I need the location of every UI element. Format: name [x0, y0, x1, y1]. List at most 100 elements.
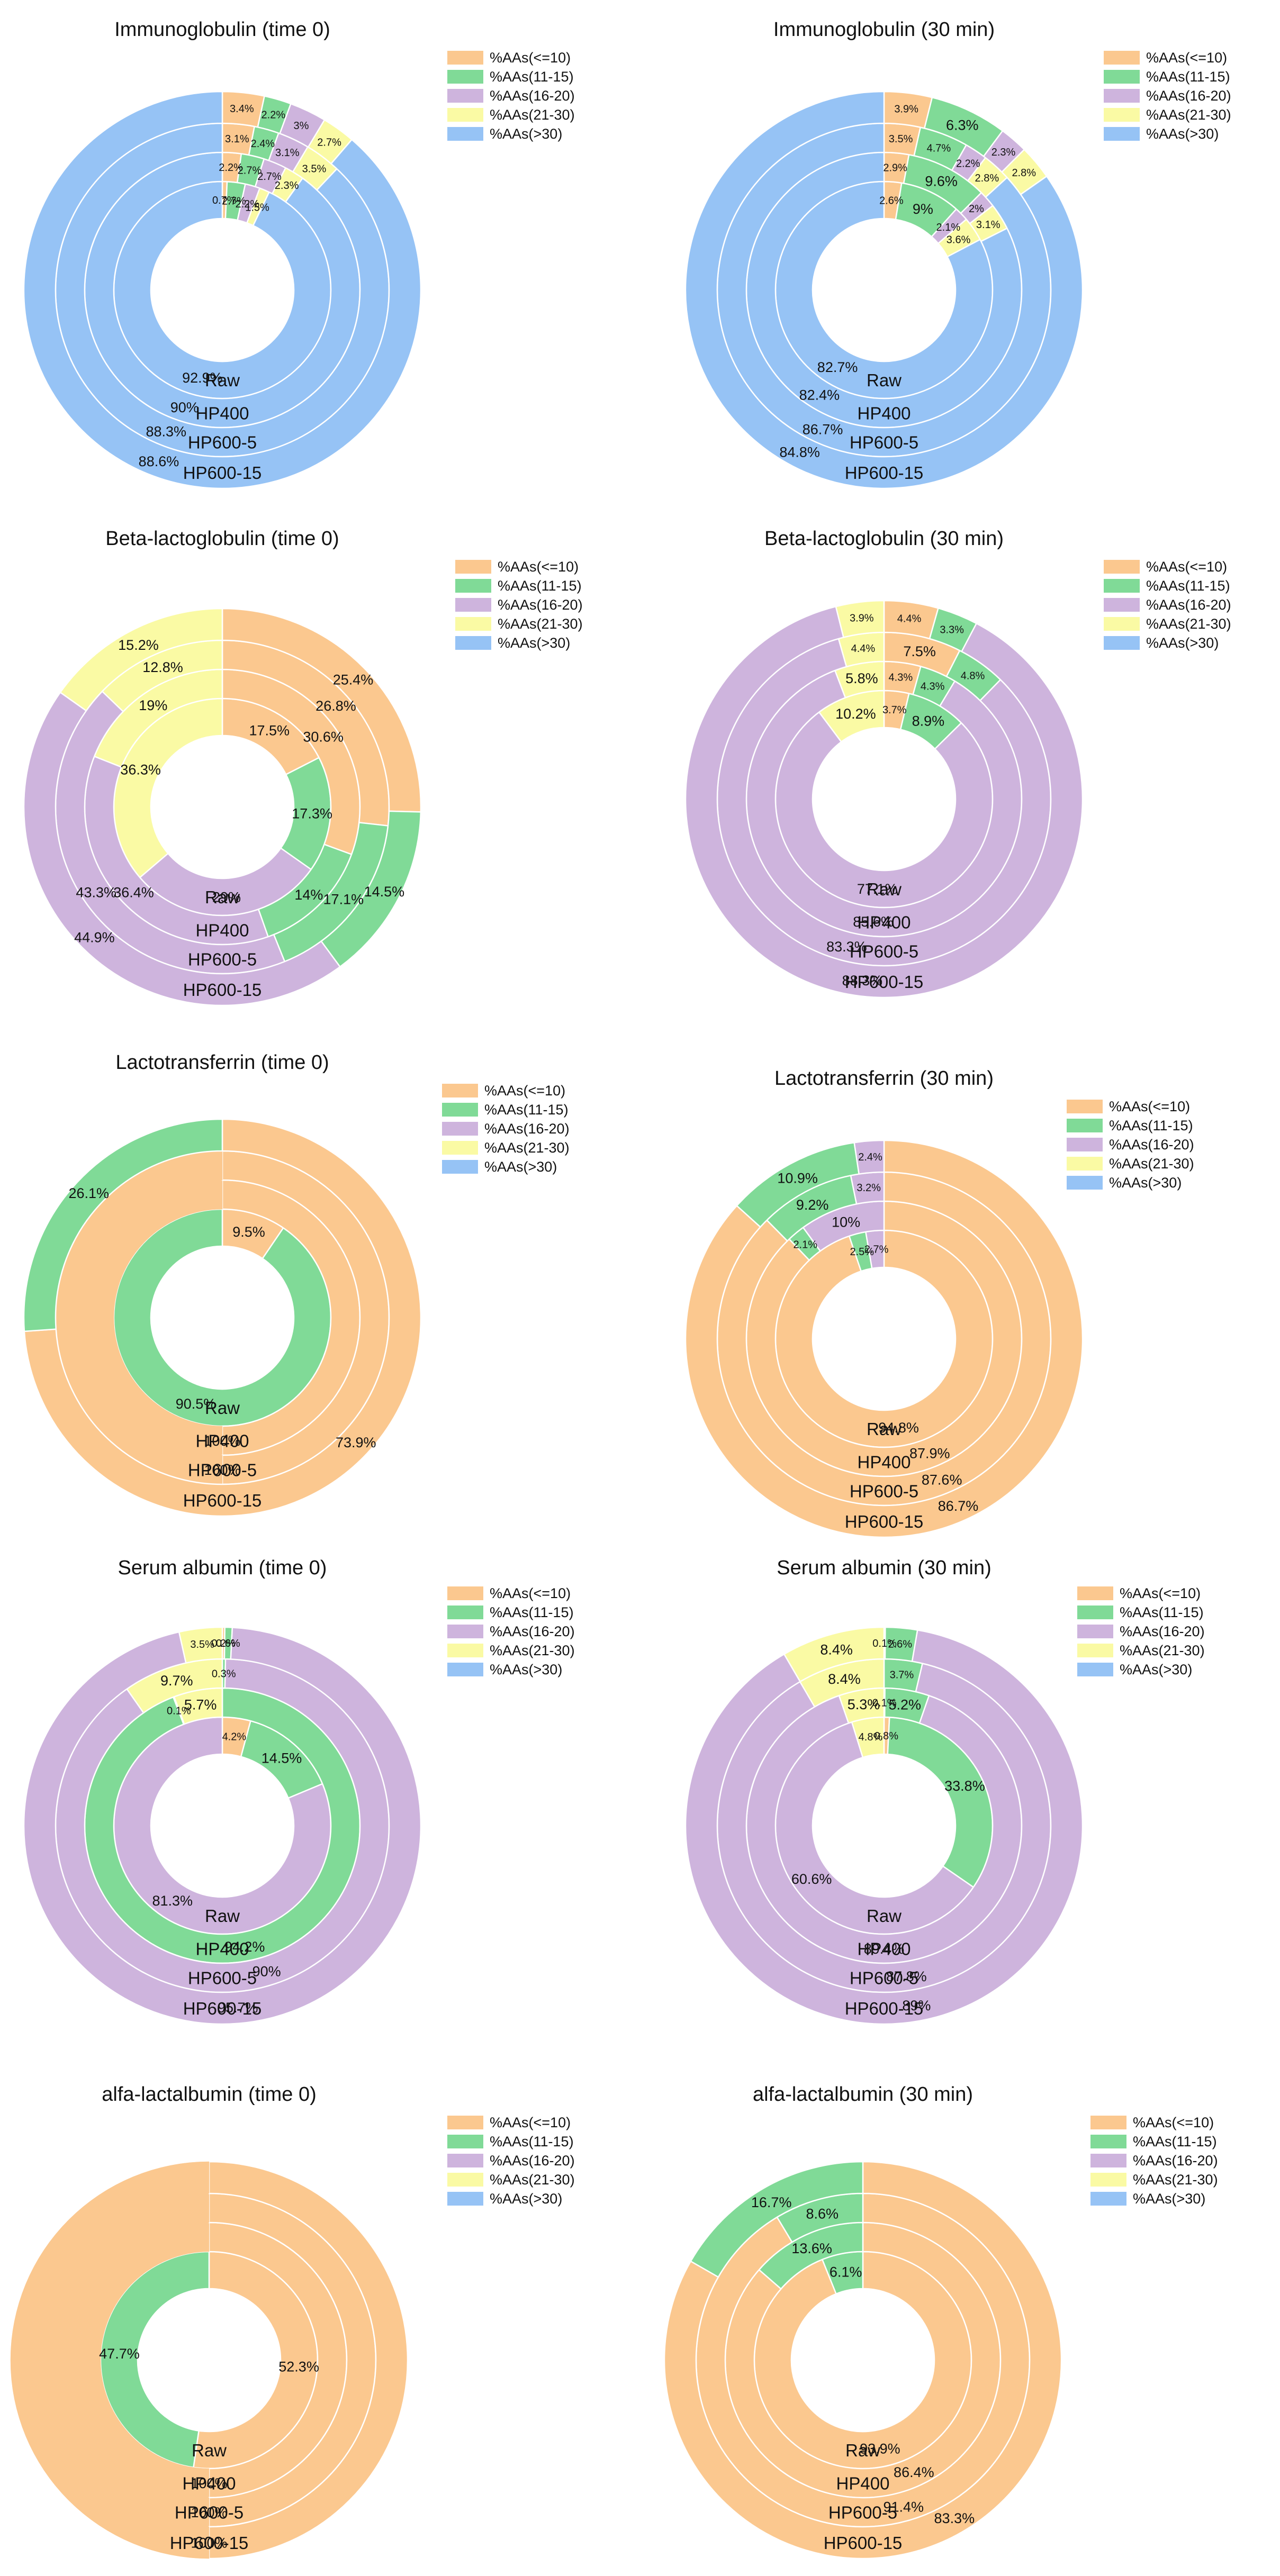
data-label: 2.2%: [956, 158, 980, 169]
data-label: 100%: [191, 2475, 227, 2491]
ring-label-hp600-5: HP600-5: [828, 2503, 897, 2523]
data-label: 3.5%: [889, 133, 913, 145]
data-label: 90%: [253, 1964, 281, 1980]
legend-swatch-aas-21-30: [1090, 2173, 1126, 2187]
legend-swatch-aas-10: [1104, 51, 1140, 65]
legend-swatch-aas-21-30: [1067, 1157, 1103, 1171]
ring-label-raw: Raw: [867, 1419, 902, 1439]
data-label: 2.3%: [991, 147, 1016, 158]
legend-label: %AAs(11-15): [1146, 69, 1230, 85]
legend-label: %AAs(11-15): [490, 69, 574, 85]
data-label: 2.8%: [975, 173, 999, 184]
data-label: 2.7%: [257, 171, 282, 183]
donut-panel-1: Immunoglobulin (time 0)0.7%2.7%2.2%1.5%9…: [23, 19, 575, 489]
data-label: 10.9%: [777, 1171, 818, 1186]
legend-swatch-aas-11-15: [1067, 1119, 1103, 1132]
data-label: 36.4%: [113, 885, 154, 901]
ring-label-raw: Raw: [205, 887, 240, 907]
data-label: 2.3%: [275, 180, 299, 192]
legend-label: %AAs(16-20): [490, 88, 575, 104]
data-label: 3.5%: [190, 1639, 214, 1650]
data-label: 4.3%: [921, 681, 945, 692]
donut-panel-10: alfa-lactalbumin (30 min) 93.9% 6.1% 86.4% 1…: [663, 2083, 1218, 2560]
legend-swatch-aas-30: [447, 127, 483, 141]
ring-label-hp400: HP400: [836, 2474, 890, 2493]
data-label: 3.3%: [940, 624, 964, 636]
data-label: 9.7%: [160, 1673, 193, 1689]
data-label: 4.4%: [851, 643, 876, 655]
legend-swatch-aas-21-30: [1104, 617, 1140, 631]
ring-label-hp600-15: HP600-15: [845, 463, 924, 483]
donut-panel-4: Beta-lactoglobulin (30 min) 3.7% 8.9% 77.1%…: [684, 528, 1231, 999]
legend-label: %AAs(11-15): [1133, 2134, 1217, 2149]
legend-label: %AAs(21-30): [490, 1643, 575, 1658]
data-label: 3.6%: [947, 234, 971, 246]
chart-title: Beta-lactoglobulin (30 min): [764, 528, 1004, 550]
data-label: 88.3%: [146, 424, 186, 440]
data-label: 14%: [294, 887, 323, 903]
data-label: 44.9%: [74, 930, 115, 946]
chart-title: alfa-lactalbumin (time 0): [102, 2083, 316, 2106]
ring-label-hp400: HP400: [858, 404, 911, 423]
legend-label: %AAs(16-20): [1109, 1137, 1194, 1153]
legend-swatch-aas-30: [455, 636, 491, 650]
legend-swatch-aas-16-20: [455, 598, 491, 612]
data-label: 3.9%: [894, 104, 918, 115]
ring-hp600-15-aas-16-20-segment: [853, 1139, 885, 1175]
legend-swatch-aas-11-15: [1104, 579, 1140, 593]
legend-swatch-aas-30: [447, 1663, 483, 1676]
legend-label: %AAs(>30): [1133, 2191, 1205, 2207]
legend-swatch-aas-10: [1090, 2116, 1126, 2129]
legend-swatch-aas-30: [1104, 127, 1140, 141]
data-label: 2.1%: [936, 222, 961, 233]
legend-label: %AAs(16-20): [498, 597, 583, 613]
ring-label-hp600-15: HP600-15: [183, 463, 262, 483]
legend-swatch-aas-16-20: [447, 1625, 483, 1638]
legend-swatch-aas-11-15: [1077, 1606, 1113, 1619]
data-label: 89%: [902, 1998, 931, 2013]
legend-label: %AAs(>30): [490, 1662, 562, 1677]
ring-label-hp600-15: HP600-15: [845, 1512, 924, 1531]
legend: %AAs(<=10) %AAs(11-15) %AAs(16-20) %AAs(21-…: [447, 50, 575, 142]
data-label: 2.7%: [238, 165, 262, 176]
data-label: 3.1%: [225, 133, 249, 145]
ring-hp600-15-aas-10-segment-a: [208, 2161, 409, 2560]
ring-label-hp400: HP400: [858, 913, 911, 932]
data-label: 2.4%: [251, 138, 275, 150]
data-label: 25.4%: [333, 672, 374, 688]
legend-label: %AAs(16-20): [1146, 88, 1231, 104]
data-label: 16.7%: [751, 2194, 792, 2210]
data-label: 7.5%: [903, 643, 936, 659]
chart-title: Lactotransferrin (time 0): [115, 1051, 329, 1074]
data-label: 47.7%: [99, 2346, 140, 2362]
ring-hp600-15-aas-30-segment: [684, 90, 1084, 489]
legend-label: %AAs(11-15): [484, 1102, 569, 1118]
ring-hp600-15-aas-11-15-segment: [23, 1118, 223, 1332]
ring-label-hp400: HP400: [196, 1939, 249, 1959]
ring-label-raw: Raw: [867, 879, 902, 899]
data-label: 3.7%: [890, 1669, 914, 1681]
ring-hp600-15-aas-10-segment: [10, 2161, 409, 2560]
legend-swatch-aas-30: [1077, 1663, 1113, 1676]
data-label: 29%: [212, 889, 241, 905]
legend-swatch-aas-16-20: [1077, 1625, 1113, 1638]
data-label: 19%: [139, 697, 167, 713]
data-label: 3.1%: [275, 147, 300, 159]
legend-swatch-aas-11-15: [447, 1606, 483, 1619]
data-label: 0.1%: [167, 1706, 191, 1717]
ring-hp600-15-aas-10-segment: [684, 1139, 1084, 1538]
legend-swatch-aas-10: [1104, 560, 1140, 574]
data-label: 9.5%: [232, 1224, 265, 1240]
legend-swatch-aas-10: [447, 1586, 483, 1600]
legend-label: %AAs(21-30): [1146, 616, 1231, 632]
data-label: 2.2%: [219, 162, 243, 174]
ring-label-raw: Raw: [867, 370, 902, 390]
data-label: 82.4%: [799, 387, 840, 403]
data-label: 10.2%: [835, 706, 876, 722]
data-label: 93.9%: [860, 2441, 900, 2456]
data-label: 33.8%: [944, 1778, 985, 1794]
donut-panel-9: alfa-lactalbumin (time 0) 52.3% 47.7% 100% 1…: [10, 2083, 575, 2560]
ring-label-hp600-15: HP600-15: [845, 1999, 924, 2018]
legend-swatch-aas-30: [447, 2192, 483, 2206]
